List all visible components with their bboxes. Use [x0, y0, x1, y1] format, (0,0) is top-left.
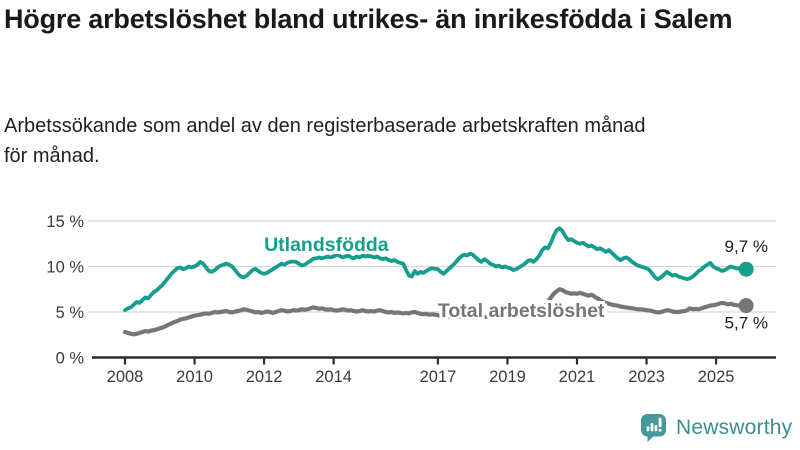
x-tick-label: 2025: [698, 368, 735, 386]
series-label-total: Total arbetslöshet: [438, 300, 605, 322]
series-line-utlandsfodda: [123, 226, 745, 313]
y-tick-label: 0 %: [56, 350, 85, 368]
newsworthy-logo-icon: [641, 414, 666, 442]
series-line-total: [122, 287, 745, 337]
x-tick-label: 2012: [246, 368, 283, 386]
x-tick-label: 2014: [315, 368, 352, 386]
series-end-value-total: 5,7 %: [725, 314, 768, 333]
y-tick-label: 10 %: [46, 258, 84, 276]
y-tick-label: 5 %: [56, 304, 85, 322]
series-label-utlandsfodda: Utlandsfödda: [264, 234, 389, 256]
chart-subtitle: Arbetssökande som andel av den registerb…: [4, 115, 646, 167]
series-end-dot-total: [738, 298, 754, 314]
x-tick-label: 2021: [559, 368, 596, 386]
newsworthy-brand: Newsworthy: [640, 413, 792, 443]
x-tick-label: 2019: [489, 368, 526, 386]
x-tick-label: 2023: [628, 368, 665, 386]
x-tick-label: 2008: [107, 368, 144, 386]
x-tick-label: 2010: [176, 368, 213, 386]
newsworthy-wordmark: Newsworthy: [676, 416, 793, 439]
x-tick-label: 2017: [420, 368, 457, 386]
page-title: Högre arbetslöshet bland utrikes- än inr…: [4, 4, 733, 34]
y-tick-label: 15 %: [46, 213, 84, 231]
series-end-dot-utlandsfodda: [738, 261, 754, 277]
series-end-value-utlandsfodda: 9,7 %: [725, 237, 768, 256]
